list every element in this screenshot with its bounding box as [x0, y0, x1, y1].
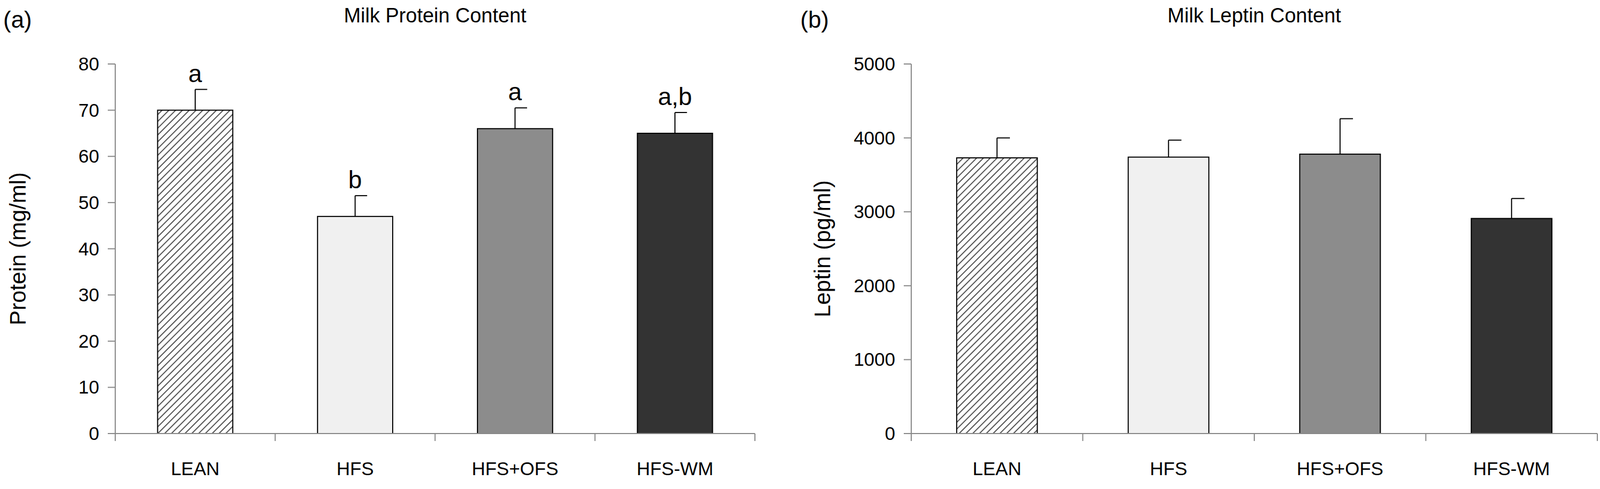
- x-tick-label: LEAN: [170, 458, 220, 480]
- y-tick: [107, 109, 116, 111]
- y-tick: [107, 433, 116, 435]
- error-stem: [514, 107, 516, 129]
- error-stem: [194, 89, 196, 111]
- x-tick-label: HFS-WM: [636, 458, 714, 480]
- y-tick: [107, 155, 116, 157]
- y-tick-label: 20: [78, 330, 100, 352]
- x-tick-label: HFS-WM: [1473, 458, 1550, 480]
- error-cap: [355, 195, 368, 197]
- y-tick: [903, 63, 912, 65]
- error-cap: [195, 89, 208, 91]
- bar: [157, 110, 233, 434]
- error-bar: [1340, 118, 1353, 155]
- error-cap: [1168, 139, 1182, 141]
- error-stem: [1167, 140, 1169, 158]
- y-tick: [903, 211, 912, 213]
- bar: [1299, 154, 1381, 434]
- x-band-tick: [434, 433, 436, 442]
- error-cap: [997, 137, 1010, 139]
- y-tick: [107, 340, 116, 342]
- y-axis-line: [910, 64, 912, 434]
- bar: [637, 133, 713, 434]
- error-cap: [1340, 118, 1353, 120]
- y-tick-label: 0: [89, 423, 100, 444]
- chart-title: Milk Leptin Content: [1167, 4, 1342, 27]
- y-tick-label: 60: [78, 145, 100, 167]
- bar: [317, 216, 393, 434]
- y-axis-line: [114, 64, 116, 434]
- error-cap: [674, 112, 688, 114]
- y-tick-label: 1000: [853, 348, 896, 370]
- panel-label: (a): [3, 6, 33, 33]
- y-tick-label: 50: [78, 192, 100, 213]
- y-tick: [903, 359, 912, 361]
- x-tick-label: LEAN: [972, 458, 1022, 480]
- bar: [956, 157, 1038, 434]
- x-band-tick: [1425, 433, 1427, 442]
- error-stem: [1339, 118, 1341, 155]
- figure: (a) Milk Protein Content Protein (mg/ml) 0 1…: [0, 0, 1600, 489]
- x-tick-label: HFS: [1149, 458, 1188, 480]
- y-tick: [903, 137, 912, 139]
- x-band-tick: [1596, 433, 1598, 442]
- bar: [1471, 218, 1552, 434]
- x-band-tick: [1253, 433, 1255, 442]
- x-tick-label: HFS: [336, 458, 374, 480]
- error-bar: [997, 138, 1010, 158]
- error-bar: [1511, 198, 1525, 219]
- chart: (b) Milk Leptin Content Leptin (pg/ml) 0 100…: [800, 4, 1598, 480]
- y-tick-label: 30: [78, 284, 100, 306]
- panel-label: (b): [800, 6, 830, 33]
- y-tick-label: 70: [78, 99, 100, 121]
- error-bar: [674, 112, 688, 134]
- bars: [157, 89, 713, 434]
- significance-label: b: [348, 165, 363, 194]
- bar: [1128, 157, 1209, 434]
- y-tick: [107, 386, 116, 388]
- x-band-tick: [274, 433, 276, 442]
- error-bar: [355, 195, 368, 217]
- x-band-tick: [1082, 433, 1084, 442]
- error-bar: [1168, 140, 1182, 158]
- x-band-tick: [114, 433, 116, 442]
- y-tick: [107, 202, 116, 204]
- chart-title: Milk Protein Content: [343, 4, 527, 27]
- significance-label: a: [188, 59, 203, 88]
- y-tick: [107, 248, 116, 250]
- error-stem: [674, 112, 676, 134]
- y-tick-label: 3000: [853, 201, 896, 222]
- error-stem: [996, 138, 998, 158]
- y-tick-label: 2000: [853, 275, 896, 297]
- error-cap: [1511, 197, 1525, 199]
- y-tick: [903, 433, 912, 435]
- y-tick: [903, 285, 912, 287]
- bar: [477, 128, 553, 434]
- y-tick-label: 80: [78, 53, 100, 75]
- y-tick-label: 5000: [853, 53, 896, 75]
- y-tick-label: 10: [78, 376, 100, 398]
- error-cap: [514, 107, 528, 109]
- error-stem: [1510, 198, 1512, 219]
- x-tick-label: HFS+OFS: [471, 458, 559, 480]
- x-band-tick: [754, 433, 756, 442]
- error-bar: [514, 107, 528, 129]
- error-stem: [354, 195, 356, 217]
- y-tick-label: 0: [885, 423, 896, 444]
- x-band-tick: [594, 433, 596, 442]
- chart: (a) Milk Protein Content Protein (mg/ml) 0 1…: [3, 4, 755, 480]
- y-axis-label: Leptin (pg/ml): [809, 180, 835, 318]
- significance-label: a,b: [657, 82, 692, 111]
- significance-label: a: [508, 77, 523, 106]
- bars: [956, 118, 1552, 434]
- y-axis-label: Protein (mg/ml): [5, 172, 31, 326]
- error-bar: [195, 89, 208, 111]
- x-band-tick: [910, 433, 912, 442]
- y-tick: [107, 294, 116, 296]
- y-tick: [107, 63, 116, 65]
- y-tick-label: 40: [78, 238, 100, 260]
- x-tick-label: HFS+OFS: [1296, 458, 1384, 480]
- y-tick-label: 4000: [853, 127, 896, 149]
